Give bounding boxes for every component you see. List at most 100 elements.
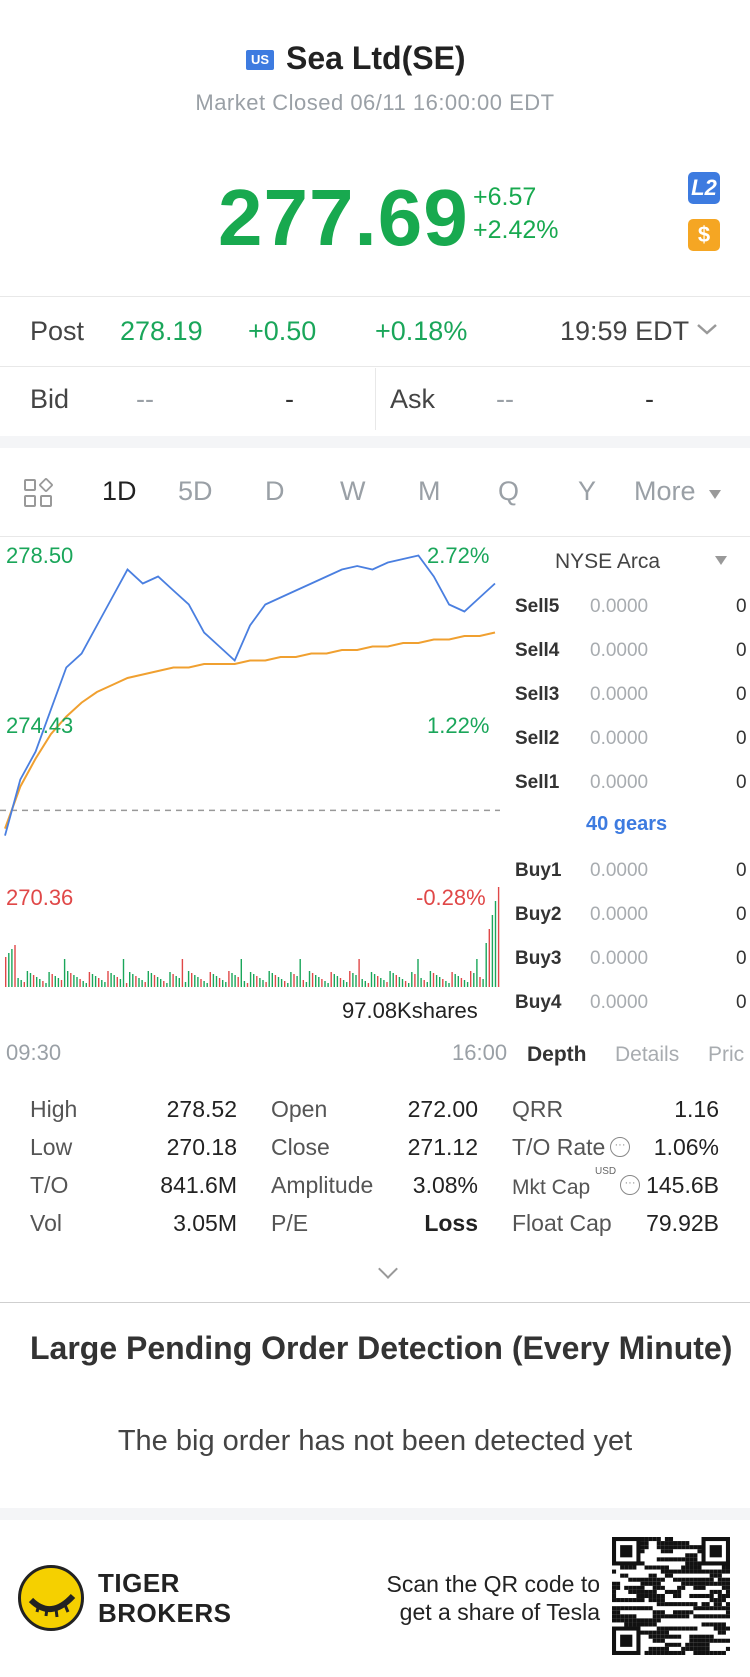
qr-module (705, 1634, 710, 1639)
qr-module (725, 1593, 730, 1599)
volume-bar (383, 980, 385, 987)
qr-module (673, 1626, 678, 1631)
chart-high-pct: 2.72% (427, 543, 490, 568)
caret-down-icon[interactable] (709, 490, 721, 499)
qr-module (673, 1614, 678, 1619)
chevron-down-icon[interactable] (696, 322, 718, 336)
qr-module (636, 1585, 641, 1590)
volume-bar (153, 975, 156, 987)
qr-code (612, 1537, 730, 1655)
qr-module (616, 1598, 621, 1603)
depth-level-label: Sell3 (515, 684, 560, 705)
qr-module (668, 1549, 674, 1554)
depth-level-qty: 0 (736, 596, 747, 617)
qr-module (677, 1626, 682, 1631)
qr-module (725, 1602, 730, 1607)
tab-more[interactable]: More (634, 476, 696, 506)
section-gap (0, 436, 750, 448)
tab-quarter[interactable]: Q (498, 476, 520, 506)
volume-bar (420, 978, 422, 987)
qr-module (717, 1630, 722, 1635)
volume-bar (302, 980, 304, 987)
volume-bar (116, 977, 118, 987)
tab-year[interactable]: Y (578, 476, 597, 506)
qr-module (717, 1581, 722, 1586)
tab-week[interactable]: W (340, 476, 366, 506)
volume-bar (439, 977, 441, 987)
caret-down-icon[interactable] (715, 556, 727, 565)
stat-key: Vol (30, 1210, 62, 1236)
volume-bar (262, 980, 264, 987)
tab-price[interactable]: Pric (708, 1043, 745, 1066)
qr-module (636, 1589, 641, 1594)
tab-1d[interactable]: 1D (102, 476, 137, 506)
qr-module (644, 1589, 649, 1594)
stat-value: 79.92B (646, 1210, 719, 1236)
qr-module (677, 1545, 682, 1550)
stat-key: Close (271, 1134, 330, 1160)
qr-module (681, 1626, 686, 1631)
dollar-icon[interactable]: $ (688, 219, 720, 251)
divider (375, 368, 376, 430)
tab-depth[interactable]: Depth (527, 1043, 587, 1066)
qr-module (640, 1606, 645, 1611)
volume-bar (129, 972, 131, 987)
volume-bar (67, 971, 69, 987)
depth-row-sell5: Sell5 0.0000 0 (515, 596, 750, 626)
stat-value: 270.18 (166, 1134, 237, 1160)
volume-bar (107, 971, 109, 987)
depth-level-qty: 0 (736, 860, 747, 881)
expand-chevron-icon[interactable] (378, 1259, 398, 1279)
info-icon[interactable]: ··· (610, 1137, 630, 1157)
volume-bar (308, 971, 311, 987)
layout-grid-icon[interactable] (24, 477, 54, 509)
tab-day[interactable]: D (265, 476, 285, 506)
volume-bar (141, 980, 143, 987)
tab-month[interactable]: M (418, 476, 441, 506)
qr-module (725, 1585, 730, 1590)
depth-exchange[interactable]: NYSE Arca (555, 550, 661, 573)
volume-bar (417, 959, 419, 987)
qr-module (685, 1610, 690, 1615)
qr-module (677, 1602, 682, 1607)
volume-bar (246, 983, 249, 987)
volume-bar (156, 977, 159, 987)
gears-toggle[interactable]: 40 gears (586, 813, 668, 835)
bid-price: -- (136, 384, 154, 414)
depth-level-price: 0.0000 (590, 992, 649, 1013)
qr-module (612, 1569, 617, 1574)
depth-level-price: 0.0000 (590, 596, 649, 617)
qr-module (668, 1589, 674, 1594)
qr-module (725, 1577, 730, 1582)
chart-end-time: 16:00 (452, 1040, 508, 1065)
qr-module (656, 1581, 661, 1586)
qr-module (721, 1581, 726, 1586)
qr-module (685, 1646, 690, 1651)
qr-module (685, 1545, 690, 1550)
volume-bar (473, 973, 475, 987)
qr-module (705, 1593, 710, 1599)
qr-module (681, 1650, 686, 1655)
qr-module (660, 1650, 665, 1655)
qr-module (717, 1606, 722, 1611)
tab-5d[interactable]: 5D (178, 476, 213, 506)
qr-module (673, 1541, 678, 1546)
qr-module (640, 1549, 645, 1554)
qr-module (709, 1589, 714, 1594)
level2-icon[interactable]: L2 (688, 172, 720, 204)
qr-module (709, 1638, 714, 1643)
volume-bar (342, 980, 345, 987)
qr-module (701, 1585, 706, 1590)
qr-module (705, 1638, 710, 1643)
qr-module (644, 1650, 649, 1655)
qr-module (624, 1614, 629, 1619)
intraday-chart[interactable] (0, 537, 512, 1037)
qr-module (677, 1610, 682, 1615)
qr-module (660, 1569, 665, 1574)
qr-module (632, 1565, 637, 1570)
stock-title[interactable]: Sea Ltd(SE) (286, 40, 466, 76)
info-icon[interactable]: ··· (620, 1175, 640, 1195)
qr-module (693, 1593, 698, 1599)
tab-details[interactable]: Details (615, 1043, 680, 1066)
qr-module (640, 1618, 645, 1623)
